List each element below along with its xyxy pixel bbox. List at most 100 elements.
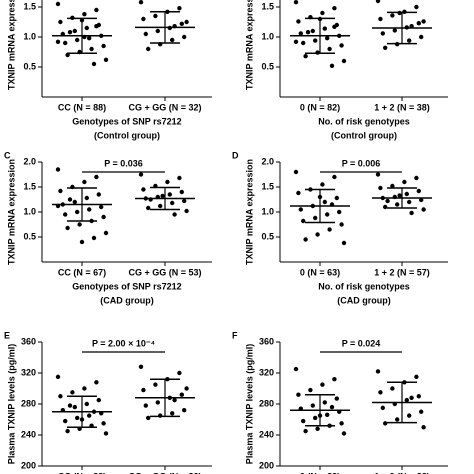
data-point bbox=[322, 400, 327, 405]
data-point bbox=[327, 227, 332, 232]
p-value: P = 0.024 bbox=[342, 338, 381, 348]
data-point bbox=[70, 390, 75, 395]
data-point bbox=[329, 63, 335, 68]
data-point bbox=[99, 204, 104, 210]
y-tick-label: 0.5 bbox=[261, 61, 274, 71]
data-point bbox=[182, 34, 187, 40]
data-point bbox=[404, 191, 409, 197]
data-point bbox=[65, 428, 70, 434]
y-tick-label: 2.0 bbox=[261, 156, 274, 166]
data-point bbox=[315, 232, 320, 237]
data-point bbox=[421, 425, 426, 430]
y-tick-label: 360 bbox=[21, 336, 36, 346]
data-point bbox=[72, 199, 78, 205]
y-axis-label: Plasma TXNIP levels (pg/ml) bbox=[244, 344, 254, 464]
data-point bbox=[313, 38, 318, 43]
data-point bbox=[79, 239, 85, 245]
data-point bbox=[325, 36, 330, 41]
data-point bbox=[378, 185, 383, 191]
data-point bbox=[101, 214, 106, 220]
data-point bbox=[177, 6, 182, 11]
data-point bbox=[182, 198, 187, 204]
data-point bbox=[390, 386, 395, 391]
data-point bbox=[332, 24, 337, 29]
data-point bbox=[329, 404, 335, 410]
data-point bbox=[421, 19, 426, 24]
x-axis-sublabel: (CAD group) bbox=[337, 295, 391, 305]
data-point bbox=[296, 392, 301, 397]
data-point bbox=[170, 200, 175, 206]
x-axis-label: No. of risk genotypes bbox=[318, 281, 410, 291]
data-point bbox=[65, 225, 70, 231]
data-point bbox=[414, 4, 419, 10]
y-tick-label: 240 bbox=[259, 429, 274, 439]
data-point bbox=[341, 431, 347, 436]
data-point bbox=[301, 218, 306, 224]
data-point bbox=[421, 207, 426, 212]
data-point bbox=[296, 190, 301, 196]
x-axis-label: No. of risk genotypes bbox=[318, 116, 410, 126]
y-axis-label: TXNIP mRNA expression bbox=[6, 0, 16, 90]
data-point bbox=[385, 198, 390, 204]
data-point bbox=[407, 38, 412, 43]
data-point bbox=[380, 31, 385, 36]
data-point bbox=[293, 169, 299, 175]
data-point bbox=[375, 0, 381, 4]
data-point bbox=[170, 37, 175, 43]
data-point bbox=[143, 403, 148, 408]
y-axis-label: TXNIP mRNA expression bbox=[6, 159, 16, 265]
data-point bbox=[165, 179, 170, 185]
data-point bbox=[414, 175, 419, 181]
data-point bbox=[409, 210, 414, 216]
x-tick-label: 0 (N = 82) bbox=[300, 102, 340, 112]
data-point bbox=[322, 199, 327, 205]
data-point bbox=[82, 386, 87, 391]
data-point bbox=[58, 394, 63, 399]
y-tick-label: 320 bbox=[259, 367, 274, 377]
data-point bbox=[146, 46, 151, 52]
data-point bbox=[103, 230, 109, 236]
x-axis-label: Genotypes of SNP rs7212 bbox=[72, 281, 181, 291]
data-point bbox=[141, 387, 146, 393]
data-point bbox=[72, 28, 78, 34]
data-point bbox=[138, 172, 144, 177]
data-point bbox=[390, 13, 395, 18]
data-point bbox=[94, 7, 99, 13]
data-point bbox=[58, 188, 63, 194]
data-point bbox=[55, 374, 61, 380]
y-tick-label: 1.5 bbox=[261, 181, 274, 191]
data-point bbox=[89, 46, 94, 52]
data-point bbox=[72, 404, 78, 410]
y-tick-label: 320 bbox=[21, 367, 36, 377]
data-point bbox=[383, 45, 388, 50]
data-point bbox=[383, 204, 388, 210]
data-point bbox=[325, 212, 330, 217]
data-point bbox=[55, 167, 61, 172]
data-point bbox=[322, 26, 327, 31]
data-point bbox=[395, 417, 400, 422]
data-point bbox=[153, 382, 158, 387]
p-value: P = 2.00 × 10⁻⁴ bbox=[92, 338, 155, 348]
data-point bbox=[91, 61, 97, 67]
data-point bbox=[67, 403, 73, 408]
data-point bbox=[138, 0, 144, 5]
data-point bbox=[293, 366, 299, 372]
data-point bbox=[320, 182, 325, 187]
data-point bbox=[313, 215, 318, 221]
data-point bbox=[96, 192, 102, 197]
data-point bbox=[301, 418, 306, 424]
x-axis-sublabel: (CAD group) bbox=[100, 295, 154, 305]
data-point bbox=[380, 405, 385, 411]
data-point bbox=[82, 12, 87, 17]
data-point bbox=[416, 188, 421, 194]
x-axis-sublabel: (Control group) bbox=[94, 130, 160, 140]
data-point bbox=[419, 409, 424, 414]
data-point bbox=[397, 193, 402, 198]
panel-label: E bbox=[4, 330, 10, 340]
data-point bbox=[75, 415, 80, 421]
data-point bbox=[94, 380, 99, 385]
data-point bbox=[296, 19, 301, 24]
data-point bbox=[155, 400, 160, 405]
x-tick-label: 1 + 2 (N = 38) bbox=[374, 471, 430, 474]
